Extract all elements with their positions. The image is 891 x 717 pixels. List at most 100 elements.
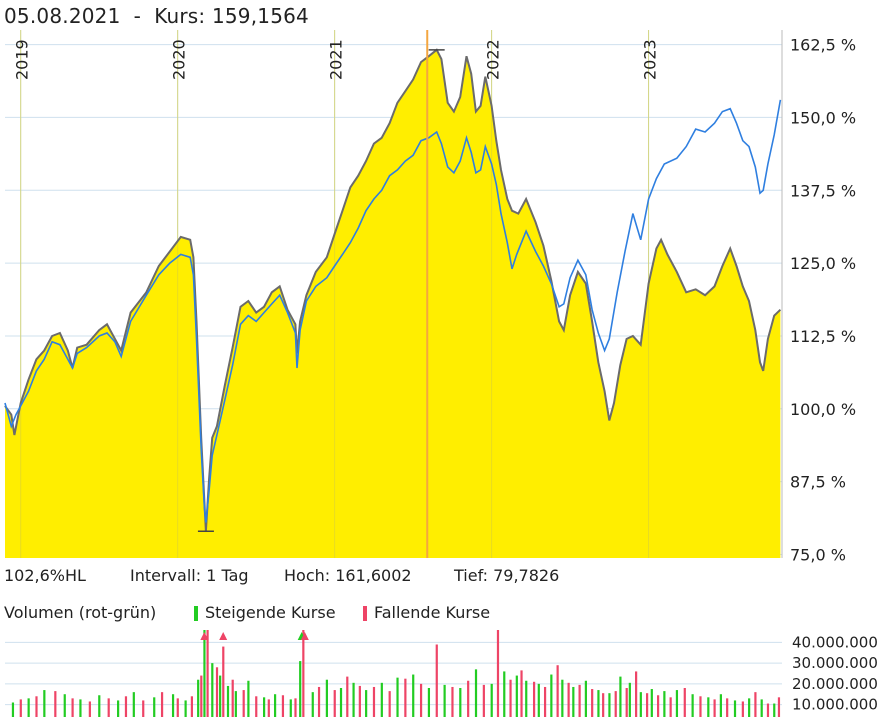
volume-bar xyxy=(43,690,46,717)
volume-bar xyxy=(663,691,666,717)
volume-overflow-marker xyxy=(219,632,228,640)
y-axis-labels: 75,0 % 87,5 % 100,0 % 112,5 % 125,0 % 137,5 %… xyxy=(790,36,856,565)
y-tick-label: 137,5 % xyxy=(790,181,856,200)
volume-bar xyxy=(79,699,82,717)
volume-bar xyxy=(299,661,302,717)
volume-bar xyxy=(543,686,547,717)
x-tick-label: 2021 xyxy=(327,39,346,80)
volume-bar xyxy=(200,675,203,717)
volume-bar xyxy=(206,630,209,717)
header-kurs-label: Kurs: xyxy=(154,4,206,28)
chart-header: 05.08.2021 - Kurs: 159,1564 xyxy=(4,4,309,28)
volume-bar xyxy=(474,669,478,717)
stat-hoch: Hoch: 161,6002 xyxy=(284,566,412,585)
volume-bar xyxy=(365,690,368,717)
volume-bar xyxy=(427,688,431,717)
volume-bar xyxy=(380,682,383,717)
volume-bar xyxy=(176,698,179,717)
x-tick-label: 2020 xyxy=(170,39,189,80)
volume-bar xyxy=(35,696,38,717)
volume-bar xyxy=(19,699,22,717)
volume-bar xyxy=(124,696,128,717)
rising-swatch xyxy=(194,606,198,621)
volume-bar xyxy=(597,690,600,717)
volume-bar xyxy=(760,699,763,717)
volume-bar xyxy=(281,695,285,717)
volume-chart: 10.000.000 20.000.000 30.000.000 40.000.000 xyxy=(5,630,878,717)
volume-bar xyxy=(273,694,277,717)
volume-bar xyxy=(289,699,292,717)
volume-bar xyxy=(211,663,214,717)
volume-bar xyxy=(766,703,770,717)
volume-bar xyxy=(556,665,559,717)
volume-bar xyxy=(675,690,679,717)
volume-bar xyxy=(490,683,493,717)
volume-bar xyxy=(419,683,423,717)
volume-bar xyxy=(234,691,237,717)
volume-bar xyxy=(532,681,536,717)
y-tick-label: 87,5 % xyxy=(790,473,846,492)
volume-bar xyxy=(713,699,716,717)
price-lines xyxy=(4,30,782,558)
volume-bar xyxy=(614,691,617,717)
volume-overflow-marker xyxy=(200,632,209,640)
volume-bar xyxy=(699,696,702,717)
volume-bar xyxy=(691,694,694,717)
volume-bar xyxy=(222,646,225,717)
stat-tief: Tief: 79,7826 xyxy=(454,566,560,585)
y-tick-label: 75,0 % xyxy=(790,546,846,565)
volume-bar xyxy=(153,697,156,717)
volume-bar xyxy=(404,678,407,717)
volume-bar xyxy=(602,693,605,717)
volume-bar xyxy=(656,695,660,717)
volume-bar xyxy=(88,701,91,717)
volume-bar xyxy=(255,696,258,717)
volume-bar xyxy=(496,630,500,717)
volume-bar xyxy=(339,688,343,717)
volume-bar xyxy=(226,685,230,717)
volume-bar xyxy=(726,698,729,717)
y-tick-label: 162,5 % xyxy=(790,36,856,55)
volume-bar xyxy=(11,702,15,717)
volume-bar xyxy=(412,674,415,717)
volume-tick-label: 20.000.000 xyxy=(792,675,878,693)
price-area xyxy=(5,30,781,559)
volume-bar xyxy=(578,684,581,717)
x-tick-label: 2019 xyxy=(13,39,32,80)
volume-bar xyxy=(443,684,446,717)
chart-stats-bar: 102,6%HL Intervall: 1 Tag Hoch: 161,6002… xyxy=(4,566,884,588)
volume-bar xyxy=(333,690,336,717)
volume-bar xyxy=(142,700,145,717)
volume-bar xyxy=(197,679,200,717)
volume-title: Volumen (rot-grün) xyxy=(4,603,157,622)
volume-bar xyxy=(733,700,737,717)
volume-bar xyxy=(302,630,305,717)
volume-bar xyxy=(171,694,175,717)
volume-bar xyxy=(263,697,266,717)
comparison-line xyxy=(4,99,782,523)
volume-bar xyxy=(707,697,710,717)
volume-bar xyxy=(242,690,245,717)
volume-bar xyxy=(520,670,523,717)
y-tick-label: 112,5 % xyxy=(790,327,856,346)
volume-bar xyxy=(71,698,74,717)
stat-hl: 102,6%HL xyxy=(4,566,86,585)
volume-bar xyxy=(388,691,391,717)
volume-bar xyxy=(777,697,781,717)
volume-bar xyxy=(482,684,485,717)
volume-bar xyxy=(509,679,512,717)
volume-bar xyxy=(567,682,570,717)
y-tick-label: 125,0 % xyxy=(790,254,856,273)
volume-bar xyxy=(358,685,361,717)
volume-bar xyxy=(635,671,638,717)
volume-bar xyxy=(98,695,101,717)
header-date: 05.08.2021 xyxy=(4,4,121,28)
volume-bar xyxy=(525,680,528,717)
volume-bar xyxy=(628,682,631,717)
volume-bar xyxy=(503,671,506,717)
volume-bar xyxy=(608,693,611,717)
volume-bar xyxy=(396,677,399,717)
volume-bar xyxy=(27,698,30,717)
volume-bar xyxy=(619,676,622,717)
